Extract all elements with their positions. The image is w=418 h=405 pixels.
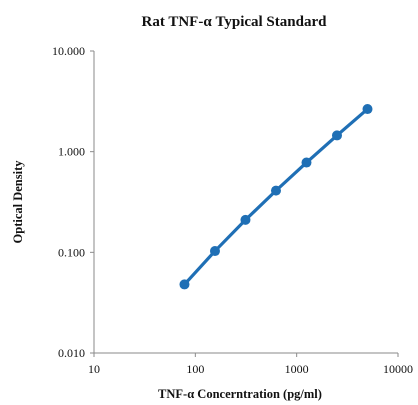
chart-title: Rat TNF-α Typical Standard (142, 14, 328, 30)
y-ticks: 0.010 0.100 1.000 10.000 (52, 44, 94, 360)
y-axis-label: Optical Density (11, 160, 25, 244)
x-axis-label: TNF-α Concerntration (pg/ml) (158, 387, 322, 401)
x-tick-label: 10 (88, 362, 100, 376)
data-point (331, 130, 342, 141)
axes (93, 51, 398, 354)
y-tick-label: 0.100 (58, 245, 85, 259)
x-ticks: 10 100 1000 10000 (88, 353, 413, 376)
y-tick-label: 1.000 (58, 145, 85, 159)
data-point (301, 157, 312, 168)
data-point (179, 279, 190, 290)
data-point (270, 185, 281, 196)
x-tick-label: 10000 (383, 362, 413, 376)
data-point (240, 214, 251, 225)
y-tick-label: 0.010 (58, 346, 85, 360)
x-tick-label: 100 (186, 362, 204, 376)
data-point (362, 104, 373, 115)
series-layer (179, 104, 373, 290)
x-tick-label: 1000 (285, 362, 309, 376)
data-point (209, 246, 220, 257)
y-tick-label: 10.000 (52, 44, 85, 58)
